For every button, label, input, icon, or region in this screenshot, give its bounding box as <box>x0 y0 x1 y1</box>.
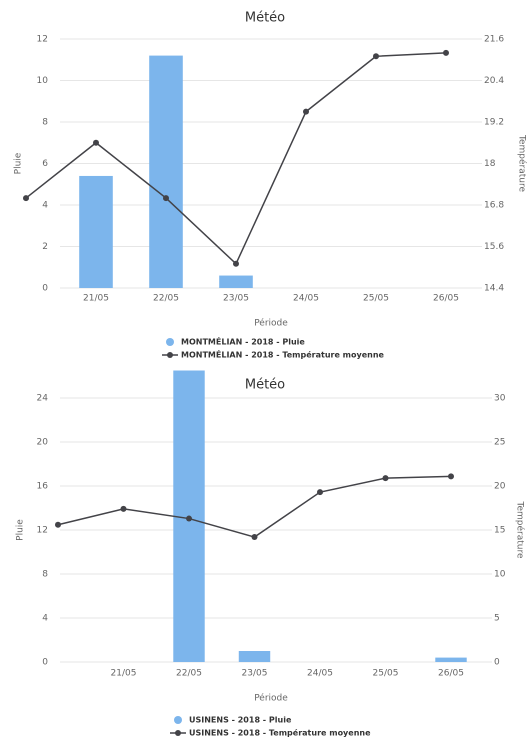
y-tick-label: 0 <box>42 658 48 668</box>
bar <box>435 657 467 662</box>
x-tick-label: 21/05 <box>111 669 137 679</box>
y-tick-label: 12 <box>37 35 48 45</box>
y2-tick-label: 10 <box>494 570 506 580</box>
legend-marker <box>167 352 173 358</box>
y2-axis-label: Température <box>515 500 526 558</box>
y2-tick-label: 15.6 <box>484 242 504 252</box>
y-tick-label: 2 <box>42 242 48 252</box>
y-tick-label: 0 <box>42 284 48 294</box>
y2-tick-label: 5 <box>494 614 500 624</box>
line-point <box>55 521 61 528</box>
x-tick-label: 21/05 <box>83 294 109 304</box>
chart-panel: Météo 0 4 8 12 16 20 24 0 5 10 15 20 25 30 Pluie Tempéra… <box>16 370 526 704</box>
y-tick-label: 8 <box>42 118 48 128</box>
x-tick-label: 26/05 <box>433 294 459 304</box>
y2-tick-label: 20 <box>494 482 506 492</box>
x-tick-label: 25/05 <box>373 669 399 679</box>
x-tick-label: 24/05 <box>293 294 319 304</box>
line-point <box>233 260 239 267</box>
line-point <box>251 534 258 541</box>
y2-tick-label: 18 <box>484 159 496 169</box>
y-tick-label: 4 <box>42 201 48 211</box>
y2-tick-label: 25 <box>494 438 505 448</box>
x-tick-label: 24/05 <box>307 669 333 679</box>
line-point <box>373 53 379 60</box>
bar <box>149 55 183 288</box>
line-point <box>443 49 449 56</box>
legend-label: USINENS - 2018 - Pluie <box>189 716 292 725</box>
line-point <box>163 195 169 202</box>
x-tick-label: 22/05 <box>176 669 202 679</box>
line-point <box>93 139 99 146</box>
x-tick-label: 23/05 <box>223 294 249 304</box>
y2-tick-label: 21.6 <box>484 35 504 45</box>
x-tick-label: 22/05 <box>153 294 179 304</box>
y-tick-label: 8 <box>42 570 48 580</box>
y2-tick-label: 15 <box>494 526 505 536</box>
legend-label: MONTMÉLIAN - 2018 - Pluie <box>181 336 305 347</box>
legend-label: USINENS - 2018 - Température moyenne <box>189 728 371 738</box>
y-axis-label: Pluie <box>16 519 26 541</box>
y-tick-label: 12 <box>37 526 48 536</box>
x-axis-label: Période <box>254 318 288 329</box>
y-tick-label: 20 <box>37 438 49 448</box>
x-tick-label: 26/05 <box>438 669 464 679</box>
panel-background <box>0 368 529 746</box>
x-tick-label: 23/05 <box>242 669 268 679</box>
line-point <box>186 515 192 522</box>
y-tick-label: 16 <box>37 482 49 492</box>
y-tick-label: 10 <box>37 76 49 86</box>
bar <box>79 175 113 288</box>
y2-tick-label: 14.4 <box>484 284 504 294</box>
legend-label: MONTMÉLIAN - 2018 - Température moyenne <box>181 349 385 360</box>
line-point <box>120 505 127 512</box>
y-tick-label: 4 <box>42 614 48 624</box>
y2-tick-label: 30 <box>494 394 506 404</box>
line-point <box>448 473 454 480</box>
line-point <box>317 489 323 496</box>
x-tick-label: 25/05 <box>363 294 389 304</box>
y2-tick-label: 0 <box>494 658 500 668</box>
y2-tick-label: 16.8 <box>484 201 504 211</box>
legend-marker <box>175 730 181 736</box>
y2-tick-label: 20.4 <box>484 76 504 86</box>
legend-marker <box>166 338 174 346</box>
y-tick-label: 24 <box>37 394 49 404</box>
bar <box>219 275 253 288</box>
y2-tick-label: 19.2 <box>484 118 504 128</box>
chart-panel: Météo 0 2 4 6 8 10 12 14.4 15.6 16.8 18 19.2 20.4 21.6… <box>14 11 528 329</box>
y-tick-label: 6 <box>42 159 48 169</box>
line-point <box>303 108 309 115</box>
chart-title: Météo <box>245 378 285 393</box>
y2-axis-label: Température <box>517 134 528 192</box>
bar <box>238 651 271 662</box>
legend-marker <box>174 716 182 724</box>
chart-title: Météo <box>245 11 285 26</box>
line-point <box>382 475 389 482</box>
y-axis-label: Pluie <box>14 152 24 174</box>
line-point <box>23 195 29 202</box>
x-axis-label: Période <box>254 693 288 704</box>
